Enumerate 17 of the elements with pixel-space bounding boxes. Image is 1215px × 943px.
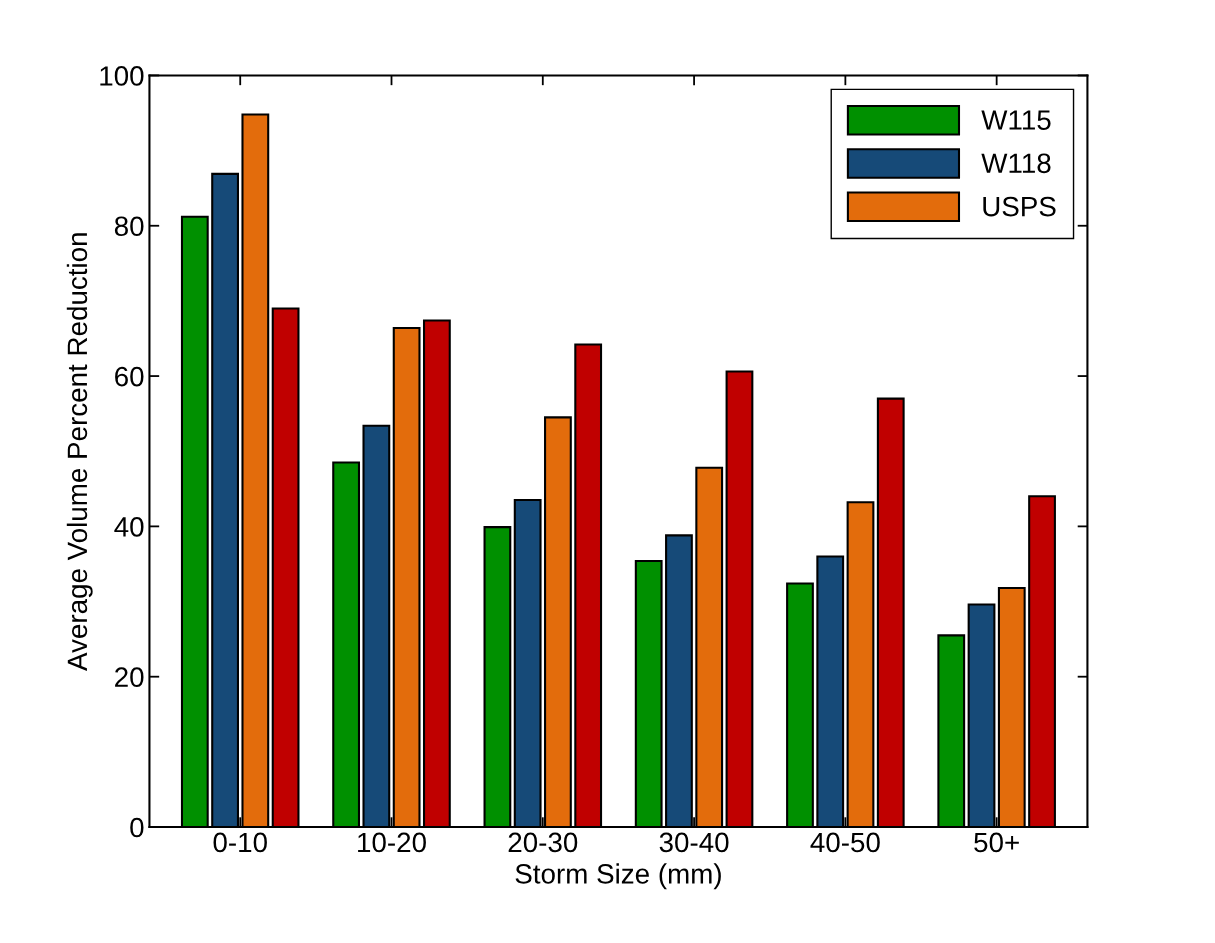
- y-tick-label: 40: [114, 517, 144, 537]
- y-tick-label: 100: [100, 66, 144, 86]
- x-tick-label: 30-40: [659, 832, 729, 853]
- x-tick-label: 10-20: [358, 832, 426, 853]
- x-tick-label: 50+: [974, 832, 1019, 853]
- y-axis-title: Average Volume Percent Reduction: [66, 233, 93, 671]
- x-axis-title: Storm Size (mm): [515, 863, 721, 890]
- x-tick-label: 20-30: [508, 832, 578, 853]
- legend-label: USPS: [983, 196, 1056, 217]
- legend-label: W118: [981, 153, 1051, 174]
- y-tick-label: 20: [115, 667, 144, 688]
- y-tick-label: 0: [130, 817, 144, 838]
- y-tick-label: 80: [114, 216, 144, 237]
- legend-label: W115: [981, 110, 1051, 130]
- x-tick-label: 0-10: [213, 832, 267, 853]
- x-tick-label: 40-50: [810, 832, 880, 853]
- y-tick-label: 60: [115, 366, 144, 387]
